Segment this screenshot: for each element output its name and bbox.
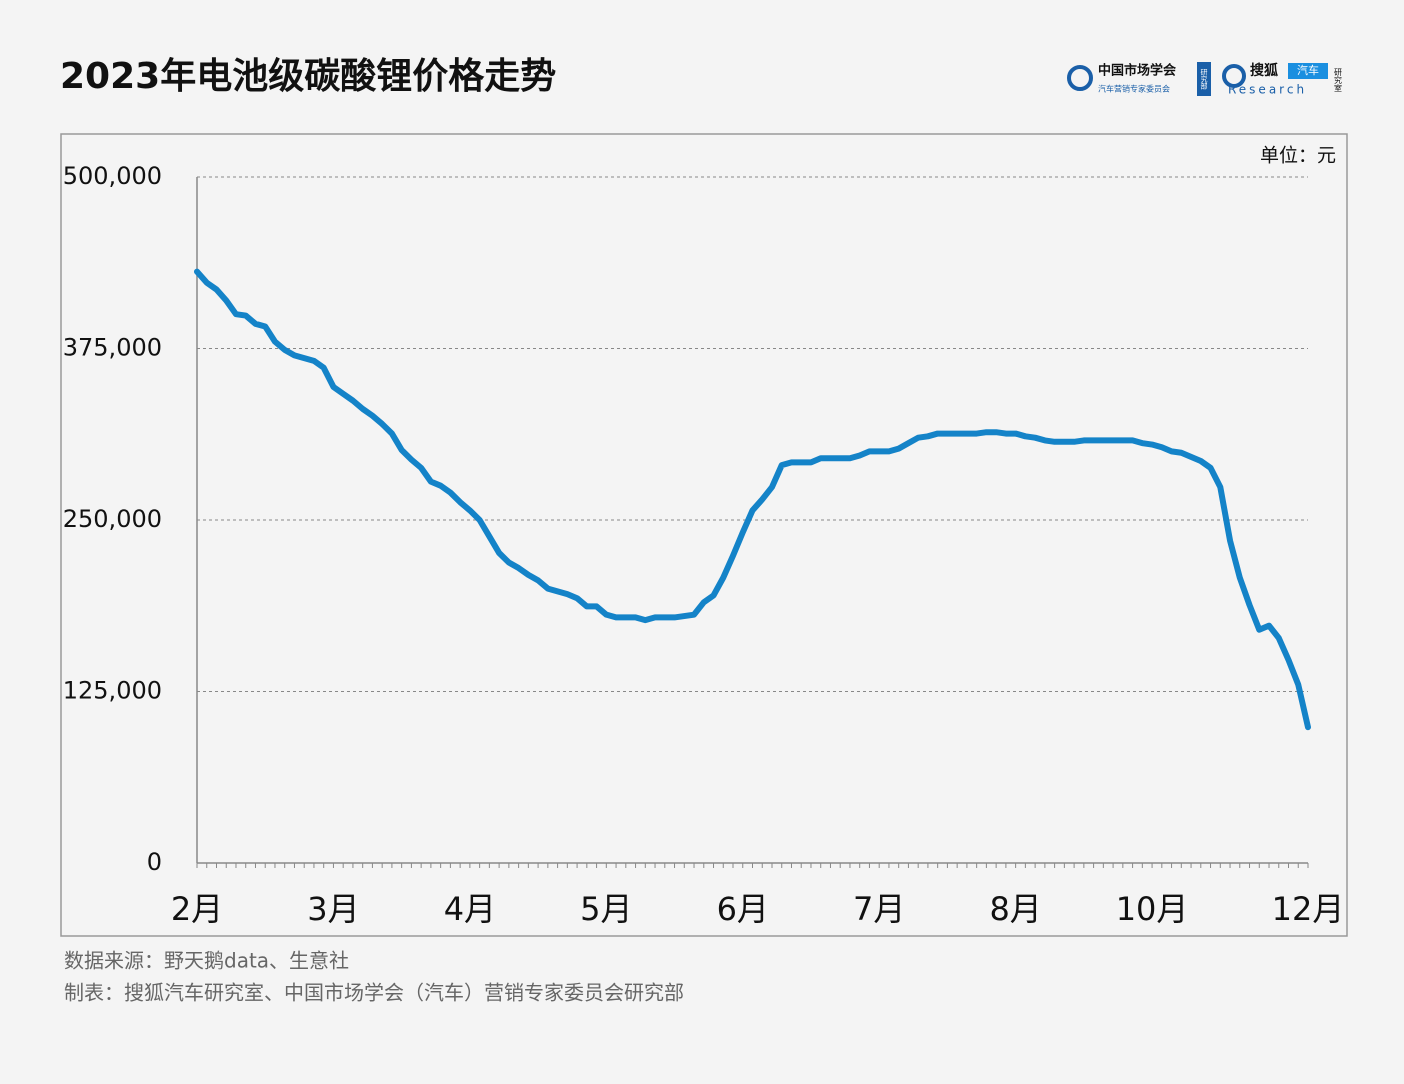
x-tick-label: 7月 (853, 890, 905, 928)
logo-text: 研究室 (1334, 68, 1343, 92)
x-tick-label: 8月 (989, 890, 1041, 928)
unit-label: 单位：元 (1260, 145, 1336, 167)
logo-text: 汽车营销专家委员会 (1098, 84, 1170, 94)
x-tick-label: 6月 (717, 890, 769, 928)
logo-icon (1222, 64, 1246, 88)
y-tick-label: 500,000 (63, 162, 162, 190)
y-tick-label: 125,000 (63, 677, 162, 705)
logo-text: 研究部 (1200, 69, 1208, 91)
logo-box (1197, 62, 1211, 96)
credit: 制表：搜狐汽车研究室、中国市场学会（汽车）营销专家委员会研究部 (64, 981, 684, 1005)
line (194, 268, 1311, 731)
chart-title: 2023年电池级碳酸锂价格走势 (60, 56, 556, 97)
x-tick-label: 5月 (580, 890, 632, 928)
logo-text: 中国市场学会 (1098, 63, 1177, 79)
x-tick-label: 4月 (444, 890, 496, 928)
logos: 中国市场学会 汽车营销专家委员会 研究部 搜狐 汽车 Research 研究室 (1067, 62, 1343, 97)
x-tick-label: 12月 (1272, 890, 1345, 928)
logo-text: 汽车 (1297, 63, 1319, 77)
logo-icon (1067, 65, 1093, 91)
x-tick-label: 3月 (307, 890, 359, 928)
x-tick-label: 2月 (171, 890, 223, 928)
y-tick-label: 0 (147, 848, 162, 876)
x-tick-label: 10月 (1116, 890, 1189, 928)
logo-box (1288, 63, 1328, 79)
logo-text: Research (1228, 83, 1307, 97)
plot-frame (60, 133, 1348, 937)
logo-text: 搜狐 (1250, 62, 1278, 79)
y-tick-label: 250,000 (63, 505, 162, 533)
source: 数据来源：野天鹅data、生意社 (64, 949, 349, 973)
y-tick-label: 375,000 (63, 334, 162, 362)
